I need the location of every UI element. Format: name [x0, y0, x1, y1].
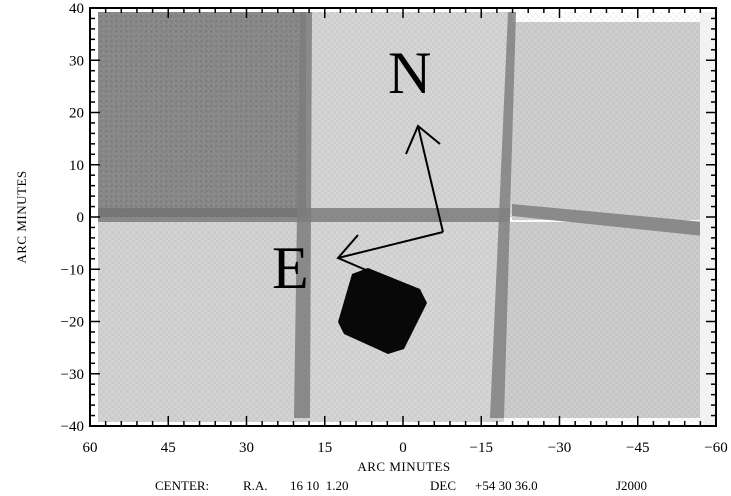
east-arrow-shaft — [337, 231, 444, 259]
y-tick-label: −20 — [61, 315, 84, 331]
y-tick-label: 20 — [69, 106, 84, 122]
north-arrow-shaft — [417, 125, 444, 233]
sky-image — [90, 8, 716, 426]
x-tick-label: 15 — [317, 440, 332, 456]
caption-dec-value: +54 30 36.0 — [475, 478, 538, 493]
y-axis-title: ARC MINUTES — [14, 170, 29, 263]
seam-horizontal-right — [512, 204, 704, 236]
caption-center-label: CENTER: — [155, 478, 209, 493]
x-tick-label: −60 — [704, 440, 727, 456]
x-tick-label: 60 — [83, 440, 98, 456]
x-tick-label: −45 — [626, 440, 649, 456]
x-tick-label: 30 — [239, 440, 254, 456]
axis-tick-labels: 60 45 30 15 0 −15 −30 −45 −60 40 30 20 10 0 −10 −20 −30 −… — [61, 1, 728, 456]
seam-vertical-right — [490, 12, 516, 418]
y-tick-label: −30 — [61, 367, 84, 383]
axis-ticks — [89, 7, 717, 427]
compass — [336, 124, 444, 271]
x-axis-title: ARC MINUTES — [357, 459, 450, 474]
y-tick-label: 10 — [69, 158, 84, 174]
caption-ra-label: R.A. — [243, 478, 268, 493]
caption-epoch: J2000 — [616, 478, 647, 493]
caption-ra-value: 16 10 1.20 — [290, 478, 349, 493]
y-tick-label: 40 — [69, 1, 84, 17]
x-tick-label: 0 — [399, 440, 407, 456]
east-arrowhead — [336, 234, 367, 271]
y-tick-label: −40 — [61, 419, 84, 435]
x-tick-label: 45 — [161, 440, 176, 456]
bright-source — [338, 268, 427, 354]
x-tick-label: −30 — [548, 440, 571, 456]
north-label: N — [388, 40, 431, 106]
y-tick-label: 30 — [69, 53, 84, 69]
caption-dec-label: DEC — [430, 478, 456, 493]
seam-vertical-left — [294, 12, 312, 418]
center-caption: CENTER: R.A. 16 10 1.20 DEC +54 30 36.0 … — [155, 478, 647, 493]
y-tick-label: −10 — [61, 262, 84, 278]
north-arrowhead — [405, 124, 441, 155]
x-tick-label: −15 — [470, 440, 493, 456]
y-tick-label: 0 — [77, 210, 85, 226]
east-label: E — [272, 235, 309, 301]
